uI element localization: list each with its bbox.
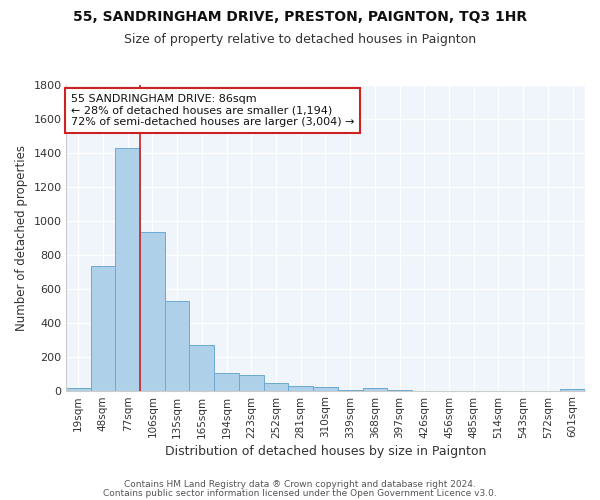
Bar — [289, 386, 313, 392]
Bar — [190, 346, 214, 392]
Bar — [412, 391, 437, 392]
Bar — [263, 383, 289, 392]
Bar — [387, 390, 412, 392]
Bar — [486, 391, 511, 392]
Bar — [313, 387, 338, 392]
Bar — [536, 391, 560, 392]
Bar — [214, 374, 239, 392]
Bar — [165, 301, 190, 392]
Text: Contains HM Land Registry data ® Crown copyright and database right 2024.: Contains HM Land Registry data ® Crown c… — [124, 480, 476, 489]
Bar — [140, 232, 165, 392]
Bar — [115, 148, 140, 392]
Bar — [461, 391, 486, 392]
Bar — [66, 388, 91, 392]
Bar — [511, 391, 536, 392]
Bar — [437, 391, 461, 392]
Bar — [338, 390, 362, 392]
Text: 55, SANDRINGHAM DRIVE, PRESTON, PAIGNTON, TQ3 1HR: 55, SANDRINGHAM DRIVE, PRESTON, PAIGNTON… — [73, 10, 527, 24]
Text: Contains public sector information licensed under the Open Government Licence v3: Contains public sector information licen… — [103, 488, 497, 498]
Y-axis label: Number of detached properties: Number of detached properties — [15, 146, 28, 332]
Bar — [239, 375, 263, 392]
Bar — [91, 266, 115, 392]
X-axis label: Distribution of detached houses by size in Paignton: Distribution of detached houses by size … — [165, 444, 486, 458]
Bar — [362, 388, 387, 392]
Text: 55 SANDRINGHAM DRIVE: 86sqm
← 28% of detached houses are smaller (1,194)
72% of : 55 SANDRINGHAM DRIVE: 86sqm ← 28% of det… — [71, 94, 354, 127]
Text: Size of property relative to detached houses in Paignton: Size of property relative to detached ho… — [124, 32, 476, 46]
Bar — [560, 389, 585, 392]
